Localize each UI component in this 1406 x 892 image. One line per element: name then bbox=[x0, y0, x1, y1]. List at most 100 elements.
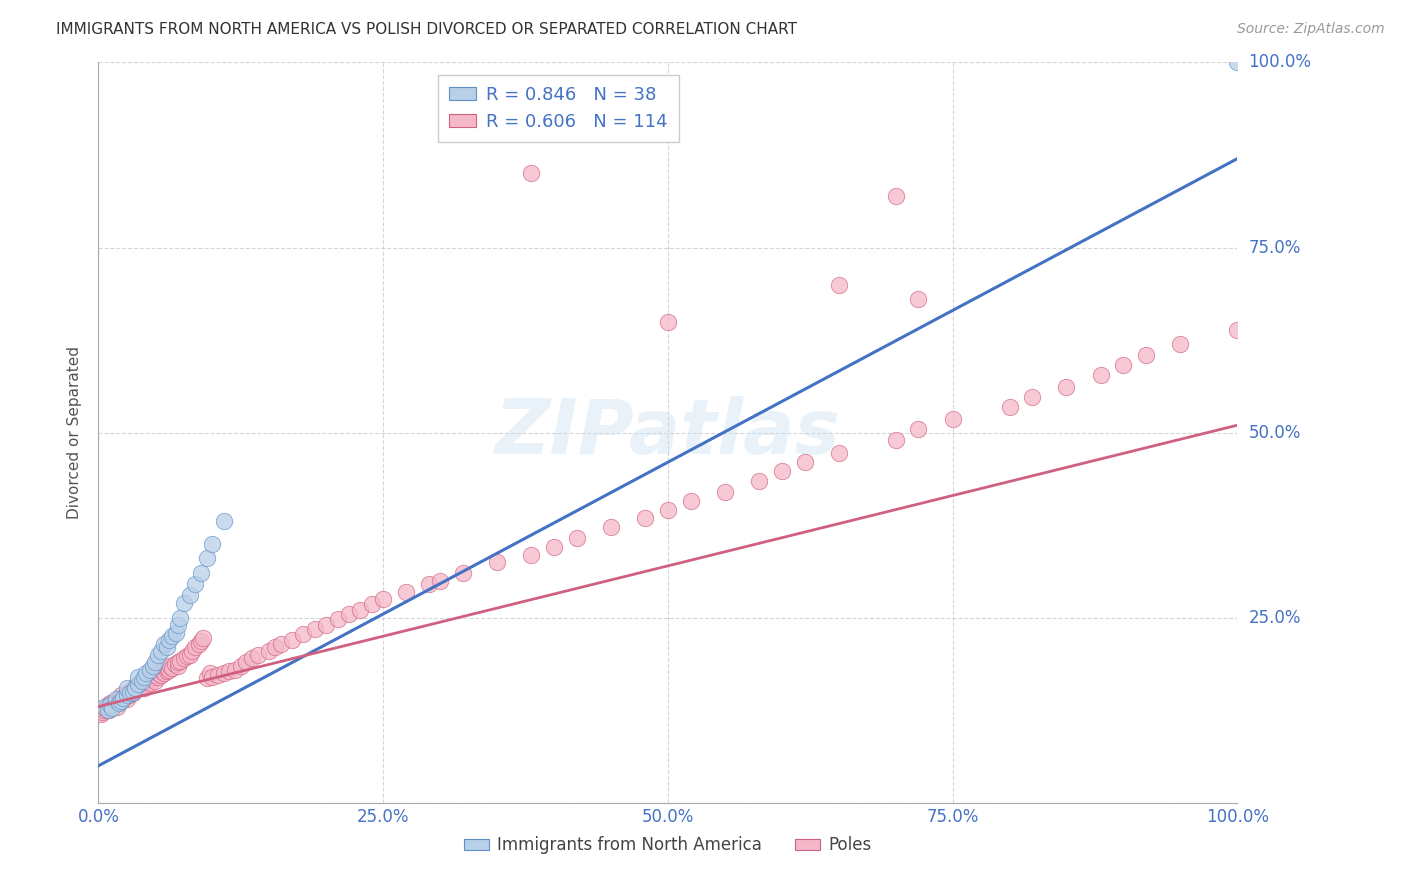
Point bbox=[201, 670, 224, 684]
Point bbox=[124, 683, 146, 698]
Point bbox=[148, 666, 170, 681]
Point bbox=[770, 464, 793, 478]
Point bbox=[1112, 358, 1135, 372]
Point bbox=[190, 566, 212, 581]
Point bbox=[112, 690, 135, 705]
Point bbox=[429, 574, 451, 588]
Point bbox=[451, 566, 474, 581]
Point bbox=[281, 632, 304, 647]
Point bbox=[121, 681, 143, 695]
Point bbox=[998, 400, 1021, 414]
Point bbox=[156, 661, 179, 675]
Point bbox=[163, 657, 186, 671]
Point bbox=[190, 634, 212, 648]
Point bbox=[132, 675, 155, 690]
Point bbox=[145, 673, 167, 688]
Point bbox=[112, 692, 135, 706]
Point bbox=[156, 664, 179, 678]
Point bbox=[132, 670, 155, 684]
Point bbox=[146, 648, 169, 662]
Legend: Immigrants from North America, Poles: Immigrants from North America, Poles bbox=[457, 830, 879, 861]
Text: 25.0%: 25.0% bbox=[1249, 608, 1301, 627]
Point bbox=[657, 314, 679, 328]
Point bbox=[104, 692, 127, 706]
Point bbox=[90, 706, 112, 720]
Point bbox=[136, 672, 159, 686]
Point bbox=[942, 412, 965, 426]
Point bbox=[337, 607, 360, 621]
Point bbox=[520, 548, 543, 562]
Point bbox=[1090, 368, 1112, 382]
Point bbox=[145, 655, 167, 669]
Point bbox=[94, 701, 117, 715]
Point bbox=[150, 668, 173, 682]
Point bbox=[101, 698, 124, 712]
Point bbox=[212, 515, 235, 529]
Point bbox=[395, 584, 418, 599]
Point bbox=[520, 166, 543, 180]
Point bbox=[157, 663, 180, 677]
Point bbox=[179, 648, 201, 662]
Point bbox=[96, 703, 118, 717]
Point bbox=[184, 577, 207, 591]
Point bbox=[486, 555, 509, 569]
Point bbox=[657, 503, 679, 517]
Point bbox=[124, 681, 146, 695]
Point bbox=[600, 520, 623, 534]
Point bbox=[104, 693, 127, 707]
Point bbox=[714, 484, 737, 499]
Point bbox=[97, 703, 120, 717]
Text: Source: ZipAtlas.com: Source: ZipAtlas.com bbox=[1237, 22, 1385, 37]
Point bbox=[828, 446, 851, 460]
Point bbox=[167, 658, 190, 673]
Point bbox=[828, 277, 851, 292]
Point bbox=[1135, 348, 1157, 362]
Point bbox=[110, 693, 132, 707]
Text: ZIPatlas: ZIPatlas bbox=[495, 396, 841, 469]
Point bbox=[173, 651, 195, 665]
Point bbox=[292, 627, 315, 641]
Point bbox=[246, 648, 269, 662]
Point bbox=[259, 644, 281, 658]
Point bbox=[235, 655, 257, 669]
Point bbox=[679, 493, 702, 508]
Point bbox=[159, 658, 181, 673]
Point bbox=[195, 672, 218, 686]
Point bbox=[142, 658, 165, 673]
Point bbox=[131, 679, 153, 693]
Point bbox=[121, 686, 143, 700]
Point bbox=[103, 696, 125, 710]
Point bbox=[224, 663, 246, 677]
Point bbox=[180, 644, 202, 658]
Point bbox=[315, 618, 337, 632]
Point bbox=[93, 699, 115, 714]
Point bbox=[128, 677, 150, 691]
Point bbox=[184, 640, 207, 655]
Point bbox=[150, 664, 173, 678]
Point bbox=[349, 603, 371, 617]
Point bbox=[127, 681, 149, 695]
Point bbox=[146, 670, 169, 684]
Point bbox=[173, 596, 195, 610]
Point bbox=[304, 622, 326, 636]
Point bbox=[96, 699, 118, 714]
Point bbox=[93, 703, 115, 717]
Point bbox=[115, 692, 138, 706]
Point bbox=[326, 612, 349, 626]
Point bbox=[165, 625, 187, 640]
Point bbox=[135, 666, 157, 681]
Point bbox=[169, 654, 191, 668]
Point bbox=[360, 598, 382, 612]
Point bbox=[150, 644, 173, 658]
Point bbox=[90, 706, 112, 721]
Point bbox=[371, 592, 394, 607]
Point bbox=[1226, 323, 1249, 337]
Text: 50.0%: 50.0% bbox=[1249, 424, 1301, 442]
Text: 75.0%: 75.0% bbox=[1249, 238, 1301, 257]
Point bbox=[1170, 336, 1192, 351]
Point bbox=[167, 618, 190, 632]
Point bbox=[176, 649, 198, 664]
Point bbox=[108, 690, 131, 705]
Point bbox=[138, 676, 160, 690]
Point bbox=[115, 686, 138, 700]
